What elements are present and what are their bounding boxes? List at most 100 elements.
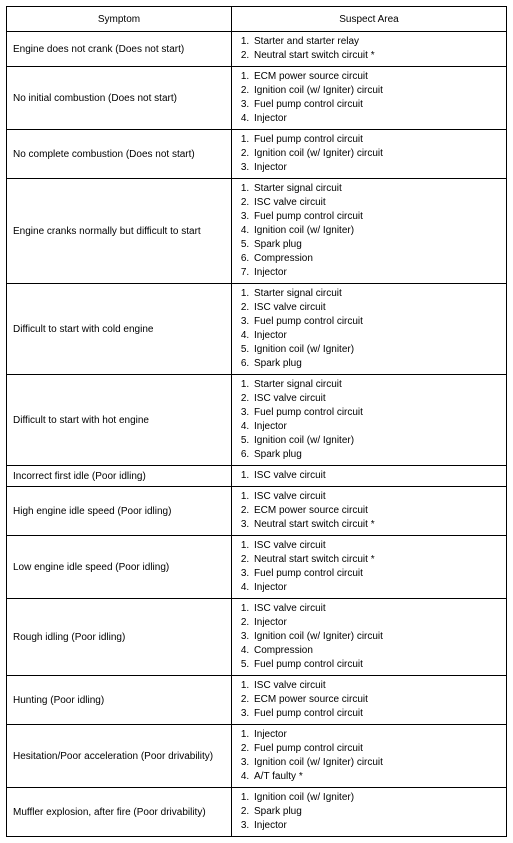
page-container: Symptom Suspect Area Engine does not cra… xyxy=(0,0,513,843)
suspect-item: Neutral start switch circuit * xyxy=(252,553,500,567)
suspect-item: Ignition coil (w/ Igniter) circuit xyxy=(252,84,500,98)
symptom-cell: Hesitation/Poor acceleration (Poor driva… xyxy=(7,725,232,788)
suspect-cell: Ignition coil (w/ Igniter)Spark plugInje… xyxy=(232,788,507,837)
suspect-item: Starter and starter relay xyxy=(252,35,500,49)
suspect-item: Starter signal circuit xyxy=(252,182,500,196)
suspect-item: Ignition coil (w/ Igniter) xyxy=(252,343,500,357)
suspect-list: Starter and starter relayNeutral start s… xyxy=(238,35,500,63)
suspect-cell: Starter signal circuitISC valve circuitF… xyxy=(232,284,507,375)
symptom-cell: Difficult to start with hot engine xyxy=(7,375,232,466)
suspect-item: ISC valve circuit xyxy=(252,196,500,210)
suspect-item: Fuel pump control circuit xyxy=(252,133,500,147)
suspect-item: ECM power source circuit xyxy=(252,70,500,84)
suspect-item: ISC valve circuit xyxy=(252,490,500,504)
symptom-cell: Engine does not crank (Does not start) xyxy=(7,32,232,67)
troubleshooting-table: Symptom Suspect Area Engine does not cra… xyxy=(6,6,507,837)
suspect-list: InjectorFuel pump control circuitIgnitio… xyxy=(238,728,500,784)
suspect-item: Ignition coil (w/ Igniter) xyxy=(252,434,500,448)
suspect-list: ECM power source circuitIgnition coil (w… xyxy=(238,70,500,126)
col-header-symptom: Symptom xyxy=(7,7,232,32)
suspect-item: Injector xyxy=(252,616,500,630)
suspect-cell: Starter and starter relayNeutral start s… xyxy=(232,32,507,67)
symptom-cell: High engine idle speed (Poor idling) xyxy=(7,487,232,536)
suspect-cell: Starter signal circuitISC valve circuitF… xyxy=(232,179,507,284)
table-row: Low engine idle speed (Poor idling)ISC v… xyxy=(7,536,507,599)
table-row: High engine idle speed (Poor idling)ISC … xyxy=(7,487,507,536)
suspect-item: ECM power source circuit xyxy=(252,504,500,518)
suspect-list: Starter signal circuitISC valve circuitF… xyxy=(238,378,500,462)
suspect-item: Ignition coil (w/ Igniter) circuit xyxy=(252,630,500,644)
suspect-cell: ISC valve circuitInjectorIgnition coil (… xyxy=(232,599,507,676)
table-row: Incorrect first idle (Poor idling)ISC va… xyxy=(7,466,507,487)
table-row: No initial combustion (Does not start)EC… xyxy=(7,67,507,130)
suspect-list: ISC valve circuit xyxy=(238,469,500,483)
suspect-item: Injector xyxy=(252,329,500,343)
suspect-item: ISC valve circuit xyxy=(252,679,500,693)
suspect-item: Neutral start switch circuit * xyxy=(252,518,500,532)
table-row: Engine does not crank (Does not start)St… xyxy=(7,32,507,67)
suspect-item: Ignition coil (w/ Igniter) circuit xyxy=(252,147,500,161)
symptom-cell: Hunting (Poor idling) xyxy=(7,676,232,725)
table-row: Engine cranks normally but difficult to … xyxy=(7,179,507,284)
table-row: Difficult to start with cold engineStart… xyxy=(7,284,507,375)
suspect-item: Injector xyxy=(252,266,500,280)
suspect-cell: Fuel pump control circuitIgnition coil (… xyxy=(232,130,507,179)
suspect-item: Fuel pump control circuit xyxy=(252,315,500,329)
suspect-list: ISC valve circuitECM power source circui… xyxy=(238,490,500,532)
suspect-cell: ECM power source circuitIgnition coil (w… xyxy=(232,67,507,130)
symptom-cell: Muffler explosion, after fire (Poor driv… xyxy=(7,788,232,837)
suspect-item: Compression xyxy=(252,644,500,658)
suspect-item: Injector xyxy=(252,819,500,833)
symptom-cell: Engine cranks normally but difficult to … xyxy=(7,179,232,284)
suspect-item: Fuel pump control circuit xyxy=(252,742,500,756)
suspect-item: A/T faulty * xyxy=(252,770,500,784)
suspect-item: Injector xyxy=(252,420,500,434)
suspect-cell: ISC valve circuitECM power source circui… xyxy=(232,676,507,725)
symptom-cell: Rough idling (Poor idling) xyxy=(7,599,232,676)
table-row: Hunting (Poor idling)ISC valve circuitEC… xyxy=(7,676,507,725)
table-row: Hesitation/Poor acceleration (Poor driva… xyxy=(7,725,507,788)
suspect-item: ISC valve circuit xyxy=(252,539,500,553)
suspect-cell: ISC valve circuitECM power source circui… xyxy=(232,487,507,536)
suspect-item: ECM power source circuit xyxy=(252,693,500,707)
suspect-item: Starter signal circuit xyxy=(252,287,500,301)
suspect-item: Spark plug xyxy=(252,238,500,252)
suspect-item: Spark plug xyxy=(252,448,500,462)
suspect-item: Fuel pump control circuit xyxy=(252,406,500,420)
suspect-item: Starter signal circuit xyxy=(252,378,500,392)
suspect-item: Compression xyxy=(252,252,500,266)
suspect-cell: ISC valve circuitNeutral start switch ci… xyxy=(232,536,507,599)
symptom-cell: Low engine idle speed (Poor idling) xyxy=(7,536,232,599)
suspect-cell: Starter signal circuitISC valve circuitF… xyxy=(232,375,507,466)
suspect-cell: InjectorFuel pump control circuitIgnitio… xyxy=(232,725,507,788)
suspect-list: ISC valve circuitNeutral start switch ci… xyxy=(238,539,500,595)
suspect-item: ISC valve circuit xyxy=(252,392,500,406)
suspect-item: Injector xyxy=(252,581,500,595)
suspect-item: Fuel pump control circuit xyxy=(252,567,500,581)
suspect-item: Fuel pump control circuit xyxy=(252,210,500,224)
symptom-cell: No initial combustion (Does not start) xyxy=(7,67,232,130)
table-row: No complete combustion (Does not start)F… xyxy=(7,130,507,179)
suspect-item: Injector xyxy=(252,112,500,126)
suspect-item: Neutral start switch circuit * xyxy=(252,49,500,63)
suspect-item: ISC valve circuit xyxy=(252,469,500,483)
table-row: Muffler explosion, after fire (Poor driv… xyxy=(7,788,507,837)
suspect-item: Spark plug xyxy=(252,805,500,819)
suspect-item: Injector xyxy=(252,728,500,742)
symptom-cell: No complete combustion (Does not start) xyxy=(7,130,232,179)
suspect-cell: ISC valve circuit xyxy=(232,466,507,487)
suspect-item: ISC valve circuit xyxy=(252,602,500,616)
suspect-list: Starter signal circuitISC valve circuitF… xyxy=(238,287,500,371)
suspect-item: Injector xyxy=(252,161,500,175)
col-header-suspect: Suspect Area xyxy=(232,7,507,32)
suspect-item: Ignition coil (w/ Igniter) xyxy=(252,224,500,238)
table-row: Difficult to start with hot engineStarte… xyxy=(7,375,507,466)
suspect-item: Ignition coil (w/ Igniter) xyxy=(252,791,500,805)
suspect-item: Fuel pump control circuit xyxy=(252,98,500,112)
suspect-list: Fuel pump control circuitIgnition coil (… xyxy=(238,133,500,175)
suspect-list: ISC valve circuitECM power source circui… xyxy=(238,679,500,721)
suspect-item: Fuel pump control circuit xyxy=(252,658,500,672)
suspect-item: ISC valve circuit xyxy=(252,301,500,315)
suspect-item: Spark plug xyxy=(252,357,500,371)
suspect-item: Fuel pump control circuit xyxy=(252,707,500,721)
